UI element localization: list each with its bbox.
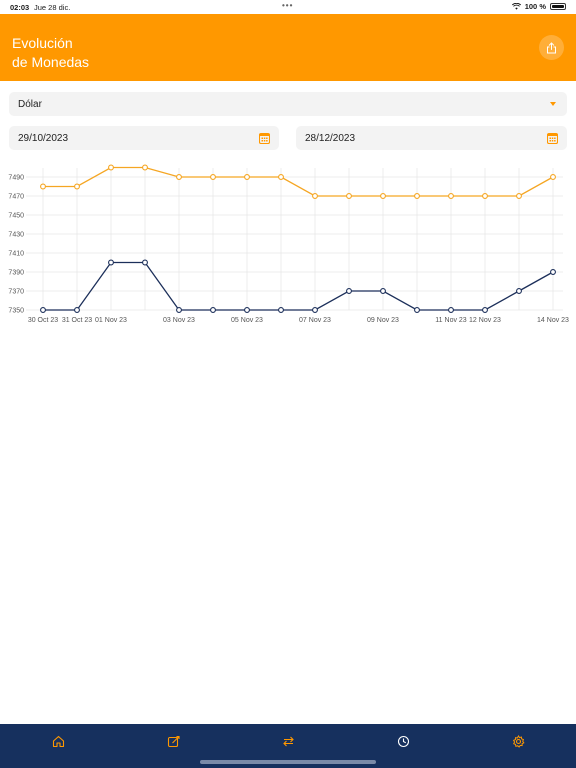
y-tick-label: 7490 [8,175,24,182]
y-tick-label: 7450 [8,213,24,220]
x-tick-label: 30 Oct 23 [28,317,58,324]
data-point [448,193,454,199]
data-point [550,269,556,275]
data-point [550,174,556,180]
data-point [74,183,80,190]
data-point [414,307,420,313]
data-point [516,288,522,294]
x-tick-label: 01 Nov 23 [95,317,127,324]
nav-home[interactable] [50,733,66,749]
data-point [380,193,386,199]
data-point [40,307,46,313]
data-point [142,259,148,266]
x-tick-label: 09 Nov 23 [367,317,399,324]
settings-icon [512,734,525,748]
battery-icon [550,3,566,10]
currency-value: Dólar [18,99,42,110]
data-point [244,307,250,313]
data-point [176,174,182,180]
data-point [108,164,114,171]
page-title: Evolución de Monedas [12,35,90,70]
currency-select[interactable]: Dólar [9,92,567,116]
y-tick-label: 7470 [8,194,24,201]
data-point [346,193,352,199]
date-to-field[interactable]: 28/12/2023 [296,126,567,150]
data-point [414,193,420,199]
nav-settings[interactable] [510,733,526,749]
y-tick-label: 7350 [8,308,24,315]
status-date: Jue 28 dic. [34,3,71,12]
multitask-dots[interactable]: ••• [282,1,294,10]
data-point [210,307,216,313]
calendar-icon[interactable] [547,132,558,144]
exchange-icon [282,736,294,746]
data-point [448,307,454,313]
data-point [516,193,522,199]
data-point [176,307,182,313]
data-point [346,288,352,294]
data-point [142,164,148,171]
x-tick-label: 07 Nov 23 [299,317,331,324]
data-point [482,193,488,199]
data-point [278,174,284,180]
series-line-1 [43,166,554,197]
wifi-icon [511,3,521,10]
bottom-nav [0,724,576,768]
y-tick-label: 7370 [8,289,24,296]
chevron-down-icon [550,102,556,106]
nav-edit[interactable] [165,733,181,749]
data-point [210,174,216,180]
date-to-value: 28/12/2023 [305,133,356,144]
data-point [482,307,488,313]
status-right: 100 % [511,2,566,11]
data-point [40,183,46,190]
y-tick-label: 7390 [8,270,24,277]
status-bar: 02:03 Jue 28 dic. ••• 100 % [0,0,576,14]
y-tick-label: 7430 [8,232,24,239]
x-tick-label: 14 Nov 23 [537,317,569,324]
home-icon [52,735,64,747]
data-point [312,193,318,199]
data-point [244,174,250,180]
x-tick-label: 03 Nov 23 [163,317,195,324]
x-tick-label: 12 Nov 23 [469,317,501,324]
x-tick-label: 11 Nov 23 [435,317,466,324]
series-line-2 [43,261,554,311]
data-point [380,288,386,294]
x-tick-label: 31 Oct 23 [62,317,92,324]
battery-percent: 100 % [524,2,546,11]
nav-exchange[interactable] [280,733,296,749]
share-icon [547,41,556,53]
history-icon [397,735,409,747]
data-point [278,307,284,313]
y-tick-label: 7410 [8,251,24,258]
status-time: 02:03 [10,3,30,12]
data-point [74,307,80,313]
x-tick-label: 05 Nov 23 [231,317,263,324]
nav-history[interactable] [395,733,411,749]
app-header: Evolución de Monedas [0,14,576,81]
date-from-value: 29/10/2023 [18,133,69,144]
home-indicator [200,760,376,764]
edit-icon [167,735,180,747]
share-button[interactable] [539,35,564,60]
date-from-field[interactable]: 29/10/2023 [9,126,279,150]
data-point [312,307,318,313]
data-point [108,259,114,266]
exchange-rate-chart: 7350 7370 7390 7410 7430 7450 7470 7490 30 Oct 2… [8,164,569,324]
calendar-icon[interactable] [259,132,270,144]
